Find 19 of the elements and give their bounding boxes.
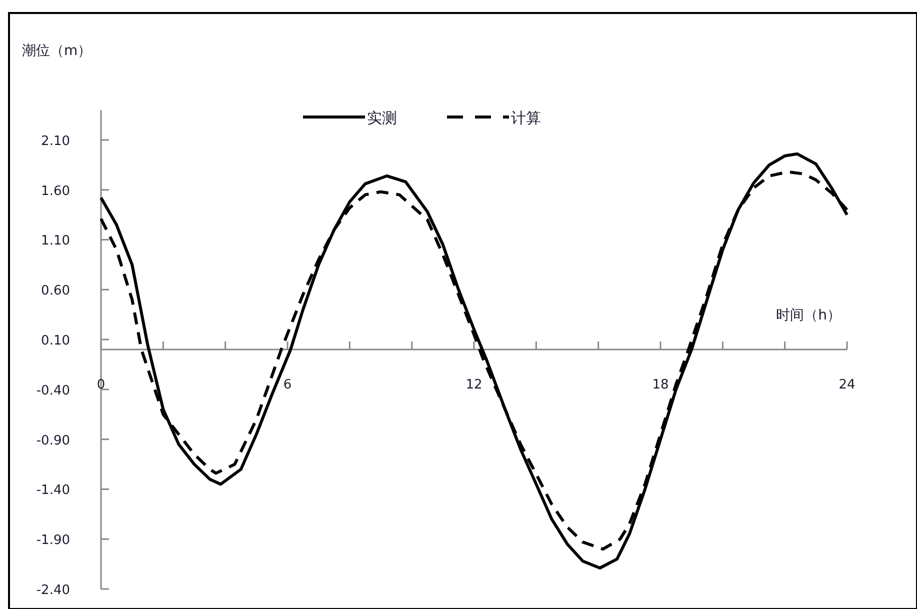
y-tick-label: -0.40 bbox=[36, 383, 70, 398]
legend-label: 计算 bbox=[511, 109, 541, 127]
y-tick-label: 1.10 bbox=[41, 234, 70, 249]
y-tick-label: 0.10 bbox=[41, 334, 70, 349]
y-tick-label: -0.90 bbox=[36, 433, 70, 448]
y-tick-label: 1.60 bbox=[41, 184, 70, 199]
y-tick-label: -2.40 bbox=[36, 583, 70, 598]
y-tick-label: -1.40 bbox=[36, 483, 70, 498]
x-tick-label: 6 bbox=[283, 378, 292, 392]
y-axis-title: 潮位（m） bbox=[22, 43, 92, 59]
y-tick-label: 2.10 bbox=[41, 134, 70, 149]
x-axis-title: 时间（h） bbox=[776, 308, 841, 324]
x-tick-label: 18 bbox=[652, 378, 669, 392]
legend-label: 实测 bbox=[367, 109, 397, 127]
x-tick-label: 24 bbox=[838, 378, 856, 392]
y-tick-label: 0.60 bbox=[41, 284, 70, 299]
y-tick-label: -1.90 bbox=[36, 533, 70, 548]
x-tick-label: 12 bbox=[466, 378, 482, 392]
x-tick-label: 0 bbox=[96, 378, 106, 392]
